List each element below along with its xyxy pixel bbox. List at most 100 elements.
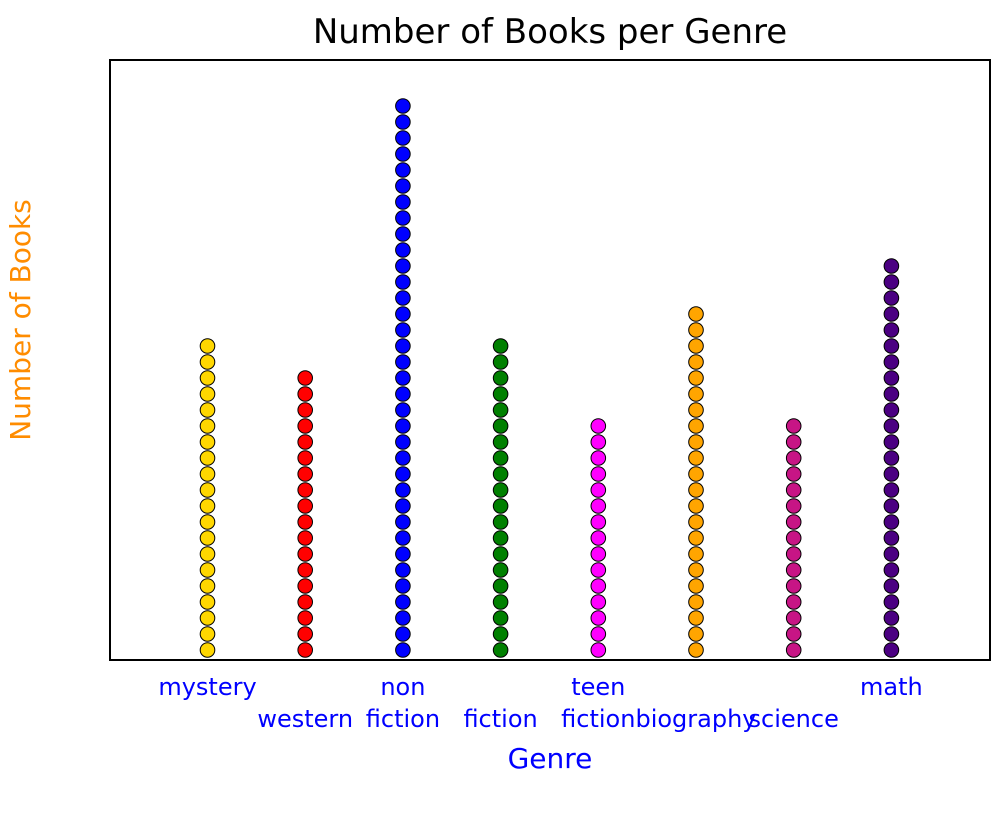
x-tick-label: math — [860, 673, 923, 701]
data-dot — [199, 642, 216, 658]
data-dot — [883, 482, 900, 498]
data-dot — [492, 418, 509, 434]
data-dot — [395, 146, 411, 162]
data-dot — [590, 498, 607, 514]
data-dot — [297, 386, 314, 402]
data-dot — [395, 130, 411, 146]
data-dot — [492, 562, 509, 578]
data-dot — [199, 626, 216, 642]
dot-column-non-fiction — [395, 98, 411, 658]
data-dot — [297, 370, 314, 386]
data-dot — [785, 530, 802, 546]
data-dot — [590, 450, 607, 466]
data-dot — [395, 450, 411, 466]
data-dot — [688, 354, 704, 370]
data-dot — [883, 642, 900, 658]
data-dot — [395, 178, 411, 194]
data-dot — [395, 578, 411, 594]
data-dot — [590, 434, 607, 450]
data-dot — [297, 562, 314, 578]
data-dot — [785, 578, 802, 594]
data-dot — [492, 482, 509, 498]
data-dot — [785, 594, 802, 610]
data-dot — [199, 466, 216, 482]
data-dot — [199, 402, 216, 418]
data-dot — [883, 418, 900, 434]
data-dot — [395, 626, 411, 642]
data-dot — [688, 530, 704, 546]
data-dot — [883, 354, 900, 370]
data-dot — [297, 418, 314, 434]
data-dot — [395, 114, 411, 130]
data-dot — [492, 370, 509, 386]
data-dot — [297, 514, 314, 530]
data-dot — [883, 290, 900, 306]
x-tick-label: science — [749, 705, 839, 733]
data-dot — [492, 530, 509, 546]
data-dot — [785, 498, 802, 514]
data-dot — [395, 498, 411, 514]
data-dot — [199, 610, 216, 626]
data-dot — [395, 194, 411, 210]
data-dot — [590, 466, 607, 482]
x-tick-label: fiction — [463, 705, 537, 733]
x-tick-label: mystery — [158, 673, 256, 701]
data-dot — [785, 626, 802, 642]
data-dot — [395, 642, 411, 658]
data-dot — [590, 546, 607, 562]
data-dot — [297, 450, 314, 466]
data-dot — [395, 594, 411, 610]
data-dot — [688, 546, 704, 562]
data-dot — [883, 322, 900, 338]
data-dot — [297, 610, 314, 626]
data-dot — [688, 322, 704, 338]
data-dot — [492, 450, 509, 466]
x-tick-label: fiction — [366, 705, 440, 733]
data-dot — [688, 434, 704, 450]
x-tick-label: teen — [571, 673, 625, 701]
data-dot — [395, 210, 411, 226]
data-dot — [492, 402, 509, 418]
data-dot — [395, 258, 411, 274]
data-dot — [492, 466, 509, 482]
data-dot — [199, 578, 216, 594]
dot-columns — [199, 98, 900, 658]
data-dot — [492, 610, 509, 626]
data-dot — [199, 546, 216, 562]
data-dot — [395, 466, 411, 482]
data-dot — [492, 626, 509, 642]
data-dot — [297, 498, 314, 514]
data-dot — [785, 434, 802, 450]
data-dot — [395, 418, 411, 434]
data-dot — [688, 514, 704, 530]
data-dot — [883, 626, 900, 642]
data-dot — [785, 418, 802, 434]
dot-column-teen-fiction — [590, 418, 607, 658]
data-dot — [590, 578, 607, 594]
data-dot — [883, 530, 900, 546]
data-dot — [688, 482, 704, 498]
data-dot — [883, 578, 900, 594]
data-dot — [199, 498, 216, 514]
data-dot — [883, 402, 900, 418]
data-dot — [590, 418, 607, 434]
data-dot — [395, 338, 411, 354]
data-dot — [199, 530, 216, 546]
data-dot — [297, 626, 314, 642]
data-dot — [688, 386, 704, 402]
data-dot — [785, 546, 802, 562]
data-dot — [883, 434, 900, 450]
data-dot — [688, 418, 704, 434]
data-dot — [688, 402, 704, 418]
x-tick-label: fiction — [561, 705, 635, 733]
data-dot — [785, 450, 802, 466]
data-dot — [395, 482, 411, 498]
data-dot — [590, 482, 607, 498]
data-dot — [395, 434, 411, 450]
data-dot — [883, 610, 900, 626]
data-dot — [297, 546, 314, 562]
data-dot — [395, 242, 411, 258]
data-dot — [395, 514, 411, 530]
